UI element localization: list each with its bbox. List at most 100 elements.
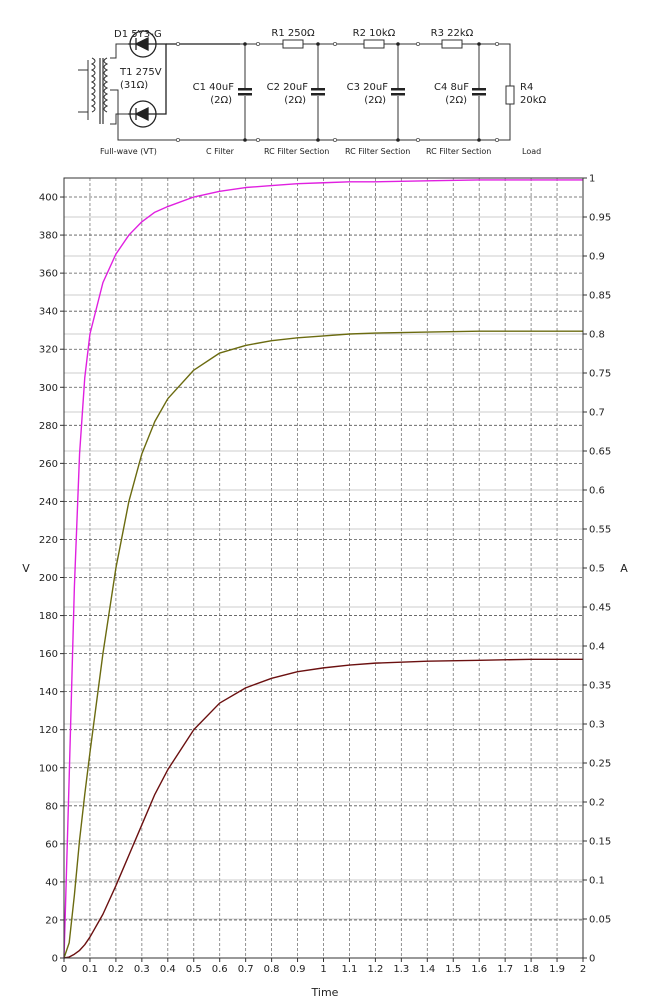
- x-tick-label: 0: [61, 964, 67, 975]
- label-c4-value: C4 8uF: [434, 82, 469, 93]
- x-tick-label: 0.4: [160, 964, 176, 975]
- y2-axis-label: A: [620, 562, 628, 575]
- label-c1-res: (2Ω): [210, 95, 232, 106]
- label-c3-res: (2Ω): [364, 95, 386, 106]
- y2-tick-label: 0.95: [589, 213, 611, 224]
- y2-tick-label: 0.7: [589, 408, 605, 419]
- y-tick-label: 380: [39, 231, 58, 242]
- y2-tick-label: 0.75: [589, 369, 611, 380]
- x-tick-label: 1.3: [393, 964, 409, 975]
- x-tick-label: 0.5: [186, 964, 202, 975]
- label-r2: R2 10kΩ: [353, 28, 396, 39]
- section-label-load: Load: [522, 147, 541, 156]
- y-tick-label: 260: [39, 459, 58, 470]
- y-tick-label: 140: [39, 687, 58, 698]
- x-tick-label: 2: [580, 964, 586, 975]
- y-tick-label: 340: [39, 307, 58, 318]
- section-label-rc-2: RC Filter Section: [345, 147, 410, 156]
- x-tick-label: 0.6: [212, 964, 228, 975]
- y-tick-label: 60: [45, 839, 58, 850]
- section-label-rc-3: RC Filter Section: [426, 147, 491, 156]
- grid-lines: [64, 177, 583, 958]
- y-axis-label: V: [22, 562, 30, 575]
- y-tick-label: 160: [39, 649, 58, 660]
- y2-tick-label: 0.65: [589, 447, 611, 458]
- label-c4-res: (2Ω): [445, 95, 467, 106]
- y2-tick-label: 1: [589, 174, 595, 185]
- y-tick-label: 320: [39, 345, 58, 356]
- label-d1: D1 5Y3-G: [114, 29, 162, 40]
- label-t1-name: T1 275V: [119, 67, 162, 78]
- label-r1: R1 250Ω: [271, 28, 315, 39]
- y-tick-label: 0: [52, 954, 58, 965]
- x-tick-label: 1.9: [549, 964, 565, 975]
- circuit-rails: [176, 43, 511, 141]
- x-tick-label: 0.2: [108, 964, 124, 975]
- y-tick-label: 220: [39, 535, 58, 546]
- y2-tick-label: 0.8: [589, 330, 605, 341]
- x-tick-label: 0.9: [290, 964, 306, 975]
- label-c1-value: C1 40uF: [193, 82, 235, 93]
- y2-tick-label: 0.35: [589, 681, 611, 692]
- y2-tick-label: 0.25: [589, 759, 611, 770]
- voltage-time-chart: 0 0.1 0.2 0.3 0.4 0.5 0.6 0.7 0.8 0.9 1 1.1 1.2 1.3 1.…: [22, 174, 628, 1000]
- label-r3: R3 22kΩ: [431, 28, 474, 39]
- y2-tick-label: 0.9: [589, 252, 605, 263]
- x-tick-label: 0.1: [82, 964, 98, 975]
- label-c2-value: C2 20uF: [267, 82, 309, 93]
- y2-tick-label: 0.2: [589, 798, 605, 809]
- x-tick-label: 1.6: [471, 964, 487, 975]
- y-tick-label: 200: [39, 573, 58, 584]
- x-tick-label: 0.8: [264, 964, 280, 975]
- y2-tick-label: 0.1: [589, 876, 605, 887]
- y-tick-label: 300: [39, 383, 58, 394]
- label-r4-value: 20kΩ: [520, 95, 547, 106]
- node-dots: [175, 42, 499, 142]
- x-axis-label: Time: [311, 986, 339, 999]
- y2-tick-label: 0.85: [589, 291, 611, 302]
- y2-tick-label: 0: [589, 954, 595, 965]
- transformer-t1: [78, 43, 176, 141]
- y2-tick-label: 0.15: [589, 837, 611, 848]
- x-tick-label: 1.1: [341, 964, 357, 975]
- section-label-rc-1: RC Filter Section: [264, 147, 329, 156]
- x-tick-label: 1.5: [445, 964, 461, 975]
- x-tick-label: 0.3: [134, 964, 150, 975]
- y2-tick-label: 0.05: [589, 915, 611, 926]
- x-tick-label: 1.8: [523, 964, 539, 975]
- capacitor-symbols: [238, 88, 486, 96]
- x-tick-label: 1.4: [419, 964, 435, 975]
- y-tick-label: 40: [45, 877, 58, 888]
- resistor-symbols: [282, 39, 515, 105]
- y2-tick-label: 0.4: [589, 642, 605, 653]
- y-tick-label: 100: [39, 763, 58, 774]
- x-tick-label: 1.2: [367, 964, 383, 975]
- x-tick-label: 1.7: [497, 964, 513, 975]
- y-tick-label: 120: [39, 725, 58, 736]
- y-tick-label: 360: [39, 269, 58, 280]
- series-line-1: [63, 179, 583, 959]
- y-tick-label: 20: [45, 915, 58, 926]
- y-tick-label: 80: [45, 801, 58, 812]
- y2-tick-label: 0.3: [589, 720, 605, 731]
- y-tick-label: 180: [39, 611, 58, 622]
- y2-tick-label: 0.45: [589, 603, 611, 614]
- y2-tick-label: 0.5: [589, 564, 605, 575]
- y-tick-label: 280: [39, 421, 58, 432]
- series-line-2: [63, 330, 583, 959]
- y2-tick-label: 0.6: [589, 486, 605, 497]
- junction-dots: [243, 42, 481, 142]
- circuit-schematic: D1 5Y3-G T1 275V (31Ω) C1 40uF (2Ω) R1 2…: [78, 28, 547, 156]
- label-c3-value: C3 20uF: [347, 82, 389, 93]
- x-tick-label: 1: [320, 964, 326, 975]
- y2-tick-label: 0.55: [589, 525, 611, 536]
- series-lines: [63, 179, 583, 959]
- label-t1-res: (31Ω): [120, 80, 148, 91]
- label-c2-res: (2Ω): [284, 95, 306, 106]
- rectifier-tube-d1: [128, 30, 240, 128]
- y-tick-label: 240: [39, 497, 58, 508]
- x-tick-label: 0.7: [238, 964, 254, 975]
- section-label-c-filter: C Filter: [206, 147, 235, 156]
- tick-labels: 0 0.1 0.2 0.3 0.4 0.5 0.6 0.7 0.8 0.9 1 1.1 1.2 1.3 1.…: [39, 174, 611, 976]
- y-tick-label: 400: [39, 193, 58, 204]
